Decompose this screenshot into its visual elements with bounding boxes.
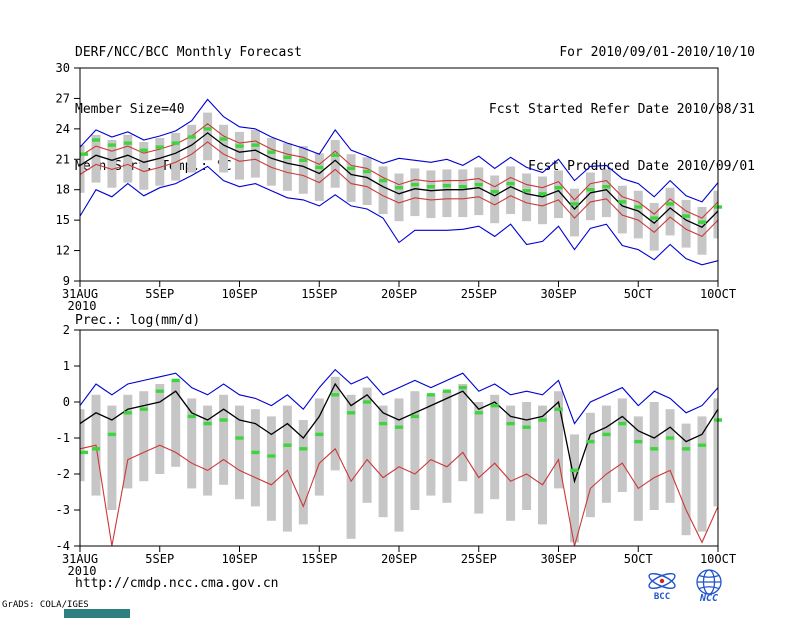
- svg-text:0: 0: [63, 395, 70, 409]
- prec-series-lower-envelope: [79, 444, 719, 547]
- svg-text:10SEP: 10SEP: [221, 552, 257, 566]
- svg-text:1: 1: [63, 359, 70, 373]
- svg-text:2: 2: [63, 323, 70, 337]
- prec-panel-title: Prec.: log(mm/d): [75, 313, 201, 328]
- grads-credit: GrADS: COLA/IGES: [2, 600, 89, 610]
- svg-text:2010: 2010: [68, 564, 97, 578]
- prec-series-upper-envelope: [79, 368, 719, 425]
- svg-text:24: 24: [56, 122, 70, 136]
- bcc-logo: BCC: [648, 573, 676, 602]
- svg-text:30SEP: 30SEP: [540, 287, 576, 301]
- svg-text:15SEP: 15SEP: [301, 552, 337, 566]
- svg-text:25SEP: 25SEP: [461, 552, 497, 566]
- svg-text:9: 9: [63, 274, 70, 288]
- prec-spread-bars: [80, 376, 718, 543]
- temp-series-upper-band: [79, 123, 719, 219]
- bcc-dot-icon: [659, 578, 665, 584]
- member-size-label: Member Size=40: [75, 102, 185, 117]
- temp-series-mean: [79, 132, 719, 228]
- svg-text:10OCT: 10OCT: [700, 287, 736, 301]
- svg-text:15: 15: [56, 213, 70, 227]
- svg-text:31AUG: 31AUG: [62, 287, 98, 301]
- svg-text:18: 18: [56, 183, 70, 197]
- bcc-swirl-icon: [648, 573, 676, 589]
- ncc-logo: NCC: [696, 569, 722, 604]
- svg-text:-1: -1: [56, 431, 70, 445]
- svg-text:30: 30: [56, 61, 70, 75]
- refer-date-label: Fcst Started Refer Date 2010/08/31: [488, 102, 755, 117]
- svg-text:-2: -2: [56, 467, 70, 481]
- temp-daily-marks: [80, 127, 722, 224]
- svg-text:31AUG: 31AUG: [62, 552, 98, 566]
- temp-spread-bars: [80, 112, 718, 255]
- temp-series-upper-envelope: [79, 98, 719, 203]
- prec-daily-marks: [80, 378, 722, 473]
- produced-date-label: Fcst Produced Date 2010/09/01: [528, 159, 755, 174]
- svg-text:21: 21: [56, 152, 70, 166]
- svg-text:5SEP: 5SEP: [145, 552, 174, 566]
- svg-text:27: 27: [56, 91, 70, 105]
- page-title: DERF/NCC/BCC Monthly Forecast: [75, 45, 302, 60]
- svg-text:5OCT: 5OCT: [624, 552, 653, 566]
- svg-text:-3: -3: [56, 503, 70, 517]
- prec-series-mean: [79, 382, 719, 484]
- svg-text:20SEP: 20SEP: [381, 287, 417, 301]
- svg-text:12: 12: [56, 244, 70, 258]
- bottom-teal-bar: [64, 609, 130, 618]
- bcc-logo-label: BCC: [654, 592, 670, 602]
- svg-text:10OCT: 10OCT: [700, 552, 736, 566]
- temp-axis-labels: 9 12 15 18 21 24 27 30 31AUG 5SEP 10SEP 15SEP 20SEP 2…: [56, 61, 737, 313]
- svg-text:5OCT: 5OCT: [624, 287, 653, 301]
- forecast-period-label: For 2010/09/01-2010/10/10: [559, 45, 755, 60]
- temp-tick-marks: [74, 67, 719, 287]
- prec-tick-marks: [74, 329, 719, 552]
- svg-text:-4: -4: [56, 539, 70, 553]
- svg-text:30SEP: 30SEP: [540, 552, 576, 566]
- svg-text:10SEP: 10SEP: [221, 287, 257, 301]
- svg-text:25SEP: 25SEP: [461, 287, 497, 301]
- prec-axis-labels: -4 -3 -2 -1 0 1 2 31AUG 5SEP 10SEP 15SEP 20SEP 25SEP…: [56, 323, 737, 578]
- ncc-globe-icon: [696, 569, 722, 595]
- website-url: http://cmdp.ncc.cma.gov.cn: [75, 576, 279, 591]
- ncc-logo-label: NCC: [699, 593, 718, 604]
- svg-text:20SEP: 20SEP: [381, 552, 417, 566]
- header-right: For 2010/09/01-2010/10/10 Fcst Started R…: [489, 5, 755, 195]
- svg-text:2010: 2010: [68, 299, 97, 313]
- svg-text:5SEP: 5SEP: [145, 287, 174, 301]
- temp-series-lower-band: [79, 141, 719, 238]
- temp-series-lower-envelope: [79, 165, 719, 266]
- svg-text:15SEP: 15SEP: [301, 287, 337, 301]
